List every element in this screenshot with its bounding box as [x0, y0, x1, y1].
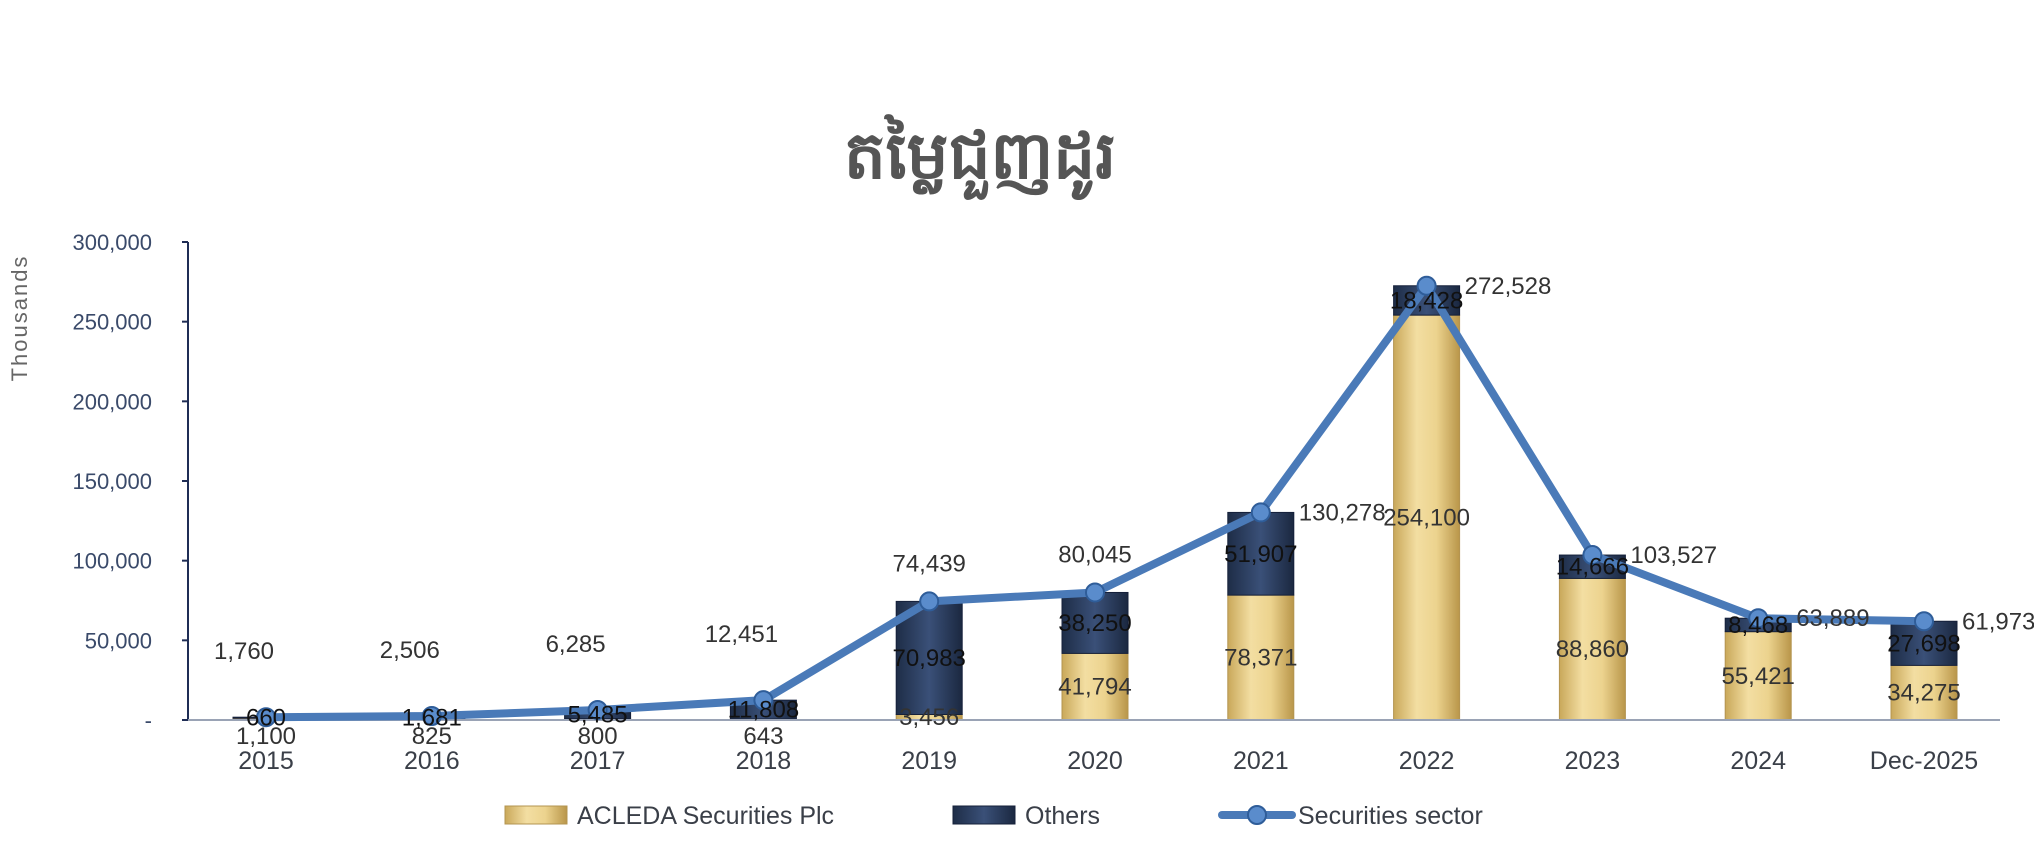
data-label-sector: 63,889 [1796, 605, 1869, 632]
data-label-acleda: 825 [412, 723, 452, 750]
securities-sector-point [256, 707, 276, 728]
data-label-sector: 6,285 [546, 631, 606, 658]
securities-sector-point [1748, 608, 1769, 629]
data-label-acleda: 254,100 [1383, 505, 1470, 532]
securities-sector-point [587, 699, 608, 720]
data-label-others: 38,250 [1058, 610, 1131, 637]
data-label-others: 1,681 [402, 704, 462, 731]
securities-sector-point [1085, 582, 1105, 603]
data-label-acleda: 88,860 [1556, 636, 1629, 663]
legend-label-acleda: ACLEDA Securities Plc [577, 802, 834, 830]
data-label-acleda: 1,100 [236, 723, 296, 750]
data-label-others: 18,428 [1390, 287, 1463, 314]
axes-layer [187, 242, 2000, 721]
securities-sector-point [1250, 502, 1271, 523]
data-label-sector: 80,045 [1058, 541, 1131, 568]
legend-swatch-others [952, 805, 1016, 825]
y-tick-label: 200,000 [72, 389, 152, 414]
data-label-sector: 272,528 [1465, 273, 1552, 300]
data-label-sector: 74,439 [892, 550, 965, 577]
data-label-sector: 1,760 [214, 638, 274, 665]
bars-layer [232, 285, 1958, 721]
legend-marker-sector [1247, 805, 1267, 825]
data-label-acleda: 800 [578, 723, 618, 750]
category-label: 2020 [1067, 747, 1123, 775]
category-label: 2018 [736, 747, 792, 775]
data-label-acleda: 78,371 [1224, 645, 1297, 672]
y-axis-ticks: - 50,000 100,000 150,000 200,000 250,000 300,0… [72, 230, 188, 733]
category-label: Dec-2025 [1870, 747, 1978, 775]
legend-label-others: Others [1025, 802, 1100, 830]
securities-sector-point [421, 706, 442, 727]
y-tick-label: 250,000 [72, 310, 152, 335]
y-tick-label: 100,000 [72, 549, 152, 574]
bar-acleda [1227, 594, 1295, 721]
chart-title: តម្លៃជួញដូរ [844, 114, 1116, 200]
data-label-sector: 12,451 [705, 621, 778, 648]
category-label: 2024 [1730, 747, 1786, 775]
data-label-others: 14,666 [1556, 554, 1629, 581]
data-label-sector: 130,278 [1299, 499, 1386, 526]
data-label-others: 8,468 [1728, 612, 1788, 639]
bar-acleda [1724, 631, 1792, 721]
data-label-others: 51,907 [1224, 541, 1297, 568]
data-label-acleda: 55,421 [1721, 663, 1794, 690]
bar-others [1061, 591, 1129, 654]
bar-acleda [1558, 577, 1626, 721]
data-label-others: 11,808 [728, 697, 800, 724]
data-label-others: 5,485 [568, 701, 628, 728]
bar-acleda [1393, 314, 1461, 721]
data-label-acleda: 3,456 [899, 704, 959, 731]
category-label: 2015 [238, 747, 294, 775]
data-label-others: 70,983 [892, 645, 965, 672]
securities-sector-point [1582, 545, 1603, 566]
category-label: 2017 [570, 747, 626, 775]
legend-label-sector: Securities sector [1298, 802, 1483, 830]
y-tick-label: 50,000 [85, 628, 152, 653]
data-label-sector: 2,506 [380, 637, 440, 664]
category-label: 2019 [901, 747, 957, 775]
line-layer [256, 275, 1934, 728]
securities-sector-point [1416, 275, 1437, 296]
bar-acleda [1061, 652, 1129, 721]
bar-others [895, 600, 963, 715]
legend: ACLEDA Securities Plc Others Securities se… [504, 802, 1483, 830]
data-label-acleda: 34,275 [1887, 680, 1960, 707]
y-axis-label: Thousands [7, 255, 32, 382]
data-label-others: 27,698 [1887, 630, 1960, 657]
securities-sector-point [753, 690, 774, 711]
data-label-acleda: 41,794 [1058, 674, 1131, 701]
category-label: 2016 [404, 747, 460, 775]
securities-sector-point [919, 591, 940, 612]
data-label-sector: 61,973 [1962, 608, 2034, 635]
data-label-sector: 103,527 [1630, 542, 1717, 569]
category-label: 2022 [1399, 747, 1455, 775]
y-tick-label: 150,000 [72, 469, 152, 494]
category-labels: 2015 2016 2017 2018 2019 2020 2021 2022 2023 2024… [238, 747, 1978, 775]
legend-swatch-acleda [504, 805, 568, 825]
y-tick-label: - [145, 708, 152, 733]
data-label-others: 660 [246, 705, 286, 732]
category-label: 2023 [1565, 747, 1621, 775]
securities-sector-point [1914, 611, 1934, 632]
data-label-acleda: 643 [743, 723, 783, 750]
category-label: 2021 [1233, 747, 1289, 775]
y-tick-label: 300,000 [72, 230, 152, 255]
